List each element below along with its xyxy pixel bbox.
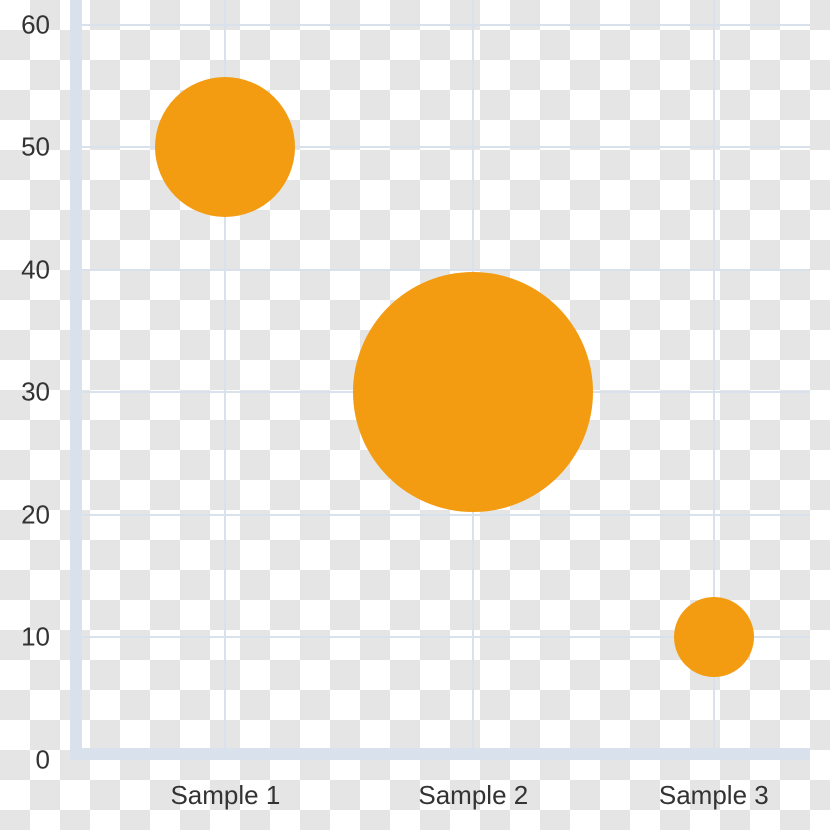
gridline-h xyxy=(70,269,810,271)
chart-canvas: 0 10 20 30 40 50 60 Sample 1 Sample 2 Sample 3 xyxy=(0,0,830,830)
x-tick-label: Sample 1 xyxy=(170,780,280,811)
y-tick-label: 50 xyxy=(0,132,50,163)
y-axis xyxy=(70,0,82,760)
y-tick-label: 0 xyxy=(0,745,50,776)
y-tick-label: 30 xyxy=(0,377,50,408)
y-tick-label: 20 xyxy=(0,499,50,530)
y-tick-label: 40 xyxy=(0,254,50,285)
x-tick-label: Sample 3 xyxy=(659,780,769,811)
gridline-h xyxy=(70,514,810,516)
bubble xyxy=(353,272,593,512)
x-tick-label: Sample 2 xyxy=(418,780,528,811)
x-axis xyxy=(70,748,810,760)
bubble xyxy=(155,77,295,217)
y-tick-label: 60 xyxy=(0,9,50,40)
y-tick-label: 10 xyxy=(0,622,50,653)
bubble xyxy=(674,597,754,677)
gridline-h xyxy=(70,24,810,26)
plot-area xyxy=(70,0,810,760)
